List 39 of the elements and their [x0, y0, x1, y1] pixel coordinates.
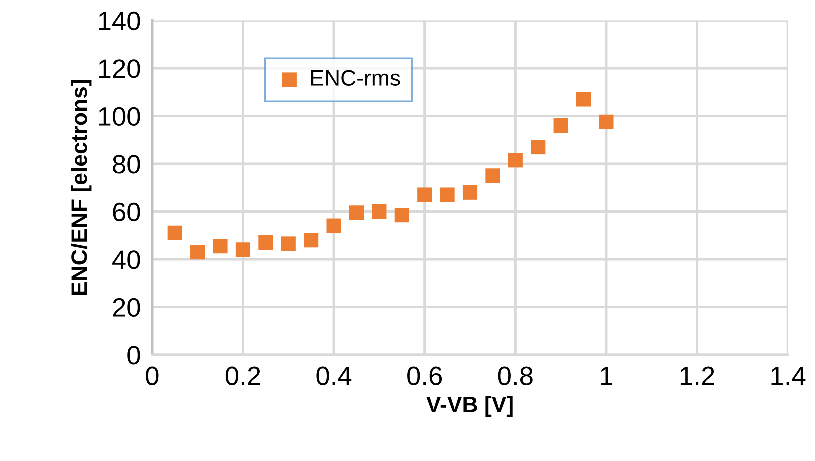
point — [236, 242, 251, 258]
y-tick-label: 140 — [99, 12, 140, 31]
point — [531, 140, 546, 155]
point — [576, 92, 592, 107]
x-tick-label: 0.4 — [316, 366, 352, 386]
y-tick-label: 40 — [112, 250, 140, 270]
point — [168, 226, 182, 240]
x-axis-title: V-VB [V] — [426, 396, 513, 417]
point — [440, 188, 455, 202]
x-tick-label: 0.6 — [408, 366, 442, 386]
point — [486, 168, 500, 184]
y-tick-label: 100 — [99, 107, 140, 126]
point — [258, 235, 274, 250]
point — [281, 236, 296, 252]
point — [372, 204, 387, 220]
point — [599, 114, 614, 130]
x-tick-label: 0.2 — [226, 366, 260, 386]
point — [190, 245, 206, 260]
legend-label: ENC-rms — [311, 70, 400, 86]
point — [213, 239, 228, 254]
y-tick-label: 0 — [128, 346, 140, 365]
x-tick-label: 1.2 — [680, 366, 714, 386]
point — [418, 188, 432, 202]
y-tick-label: 80 — [113, 155, 140, 174]
y-tick-label: 60 — [113, 202, 140, 222]
x-tick-label: 1.4 — [772, 367, 806, 386]
point — [508, 153, 523, 168]
y-axis-title: ENC/ENF [electrons] — [71, 80, 92, 296]
point — [326, 218, 342, 234]
y-tick-label: 120 — [99, 60, 140, 78]
x-tick-label: 1 — [601, 367, 613, 386]
point — [554, 118, 568, 134]
x-tick-label: 0.8 — [498, 366, 533, 386]
point — [304, 233, 319, 248]
point — [349, 206, 364, 220]
x-tick-label: 0 — [146, 366, 159, 386]
y-tick-label: 20 — [113, 298, 140, 318]
point — [462, 185, 478, 200]
point — [394, 208, 410, 223]
